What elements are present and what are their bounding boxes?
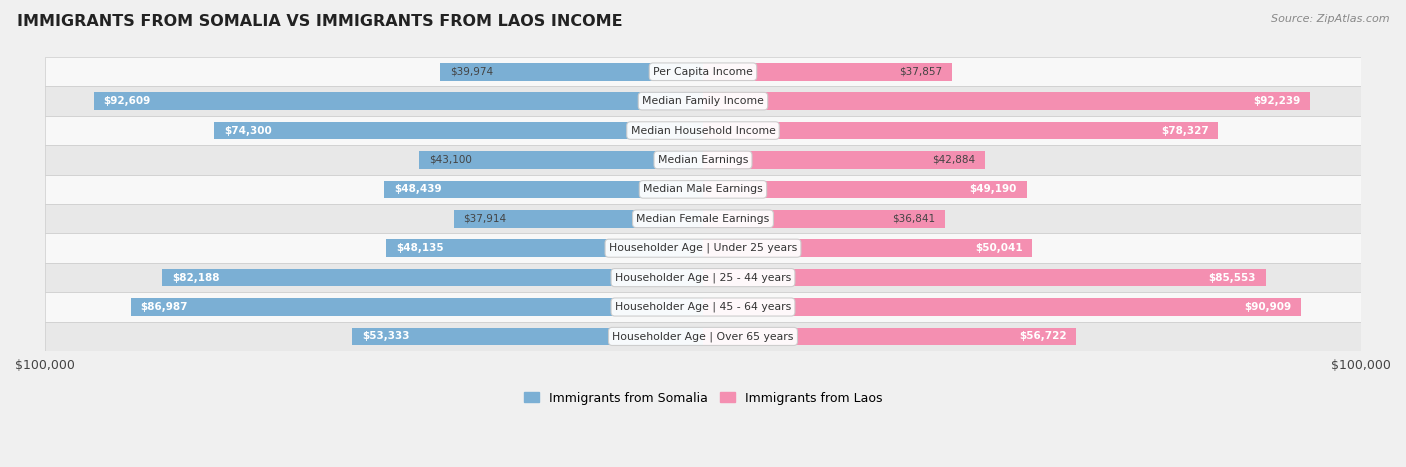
Bar bbox=[45, 292, 1361, 322]
Bar bbox=[94, 92, 703, 110]
Bar bbox=[45, 175, 1361, 204]
Text: Median Earnings: Median Earnings bbox=[658, 155, 748, 165]
Text: $48,135: $48,135 bbox=[396, 243, 444, 253]
Text: $50,041: $50,041 bbox=[974, 243, 1022, 253]
Text: Median Male Earnings: Median Male Earnings bbox=[643, 184, 763, 194]
Text: $85,553: $85,553 bbox=[1209, 273, 1256, 283]
Bar bbox=[703, 269, 1265, 286]
Bar bbox=[703, 122, 1219, 139]
Text: $78,327: $78,327 bbox=[1161, 126, 1209, 135]
Text: $43,100: $43,100 bbox=[429, 155, 472, 165]
Bar bbox=[387, 240, 703, 257]
Text: $92,609: $92,609 bbox=[104, 96, 150, 106]
Bar bbox=[703, 181, 1026, 198]
Text: $86,987: $86,987 bbox=[141, 302, 188, 312]
Bar bbox=[440, 63, 703, 80]
Text: $53,333: $53,333 bbox=[361, 332, 409, 341]
Bar bbox=[45, 116, 1361, 145]
Bar bbox=[45, 57, 1361, 86]
Bar bbox=[45, 234, 1361, 263]
Bar bbox=[703, 151, 986, 169]
Text: $90,909: $90,909 bbox=[1244, 302, 1291, 312]
Bar bbox=[131, 298, 703, 316]
Bar bbox=[214, 122, 703, 139]
Bar bbox=[703, 298, 1301, 316]
Text: $42,884: $42,884 bbox=[932, 155, 976, 165]
Bar bbox=[45, 263, 1361, 292]
Text: Householder Age | 45 - 64 years: Householder Age | 45 - 64 years bbox=[614, 302, 792, 312]
Text: Median Female Earnings: Median Female Earnings bbox=[637, 214, 769, 224]
Bar bbox=[454, 210, 703, 227]
Bar bbox=[45, 145, 1361, 175]
Text: Householder Age | 25 - 44 years: Householder Age | 25 - 44 years bbox=[614, 272, 792, 283]
Bar bbox=[703, 63, 952, 80]
Text: $56,722: $56,722 bbox=[1019, 332, 1066, 341]
Text: $37,914: $37,914 bbox=[464, 214, 506, 224]
Text: Householder Age | Under 25 years: Householder Age | Under 25 years bbox=[609, 243, 797, 254]
Bar bbox=[162, 269, 703, 286]
Bar bbox=[703, 92, 1310, 110]
Text: $39,974: $39,974 bbox=[450, 67, 494, 77]
Bar bbox=[384, 181, 703, 198]
Text: Source: ZipAtlas.com: Source: ZipAtlas.com bbox=[1271, 14, 1389, 24]
Legend: Immigrants from Somalia, Immigrants from Laos: Immigrants from Somalia, Immigrants from… bbox=[519, 387, 887, 410]
Bar bbox=[45, 86, 1361, 116]
Text: $49,190: $49,190 bbox=[970, 184, 1017, 194]
Bar bbox=[352, 327, 703, 345]
Text: Median Family Income: Median Family Income bbox=[643, 96, 763, 106]
Text: $74,300: $74,300 bbox=[224, 126, 271, 135]
Bar bbox=[703, 210, 945, 227]
Text: $92,239: $92,239 bbox=[1253, 96, 1301, 106]
Bar bbox=[45, 322, 1361, 351]
Text: Householder Age | Over 65 years: Householder Age | Over 65 years bbox=[612, 331, 794, 342]
Bar bbox=[419, 151, 703, 169]
Text: Per Capita Income: Per Capita Income bbox=[652, 67, 754, 77]
Text: $82,188: $82,188 bbox=[172, 273, 219, 283]
Bar bbox=[703, 327, 1076, 345]
Text: $37,857: $37,857 bbox=[898, 67, 942, 77]
Text: IMMIGRANTS FROM SOMALIA VS IMMIGRANTS FROM LAOS INCOME: IMMIGRANTS FROM SOMALIA VS IMMIGRANTS FR… bbox=[17, 14, 623, 29]
Bar bbox=[45, 204, 1361, 234]
Bar bbox=[703, 240, 1032, 257]
Text: Median Household Income: Median Household Income bbox=[630, 126, 776, 135]
Text: $36,841: $36,841 bbox=[893, 214, 935, 224]
Text: $48,439: $48,439 bbox=[394, 184, 441, 194]
